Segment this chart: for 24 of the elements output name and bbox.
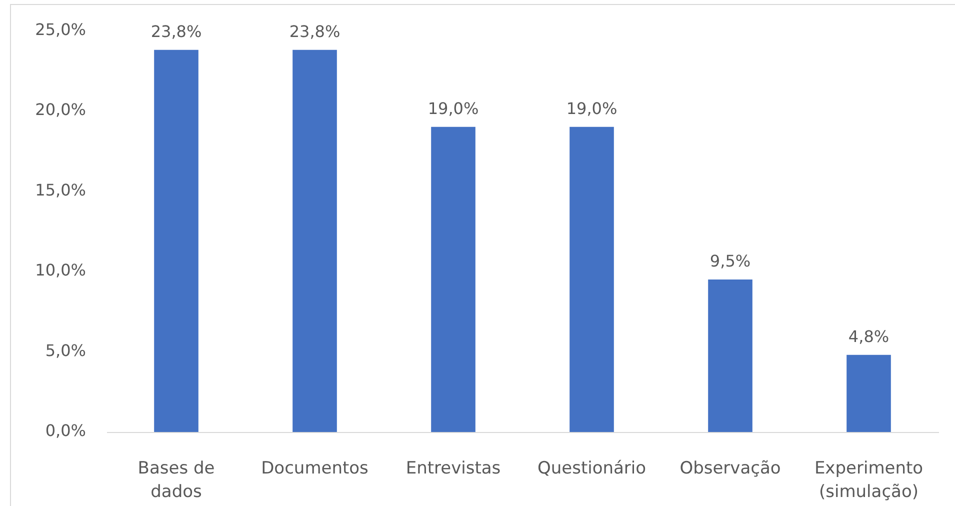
data-label: 23,8% xyxy=(289,22,340,42)
data-label: 19,0% xyxy=(428,99,479,118)
x-tick-label: Observação xyxy=(680,458,781,478)
y-tick-label: 5,0% xyxy=(45,340,86,360)
y-tick-label: 20,0% xyxy=(35,100,86,120)
bar xyxy=(570,126,614,432)
bar xyxy=(154,50,198,432)
bar xyxy=(846,354,891,432)
data-label: 4,8% xyxy=(848,327,890,346)
y-tick-label: 0,0% xyxy=(45,421,86,440)
x-tick-label: Questionário xyxy=(537,458,646,478)
x-tick-label: Entrevistas xyxy=(406,458,501,478)
bar xyxy=(708,279,752,432)
data-label: 9,5% xyxy=(710,252,751,271)
data-label: 23,8% xyxy=(150,22,202,42)
bar xyxy=(431,126,476,432)
y-tick-label: 15,0% xyxy=(35,180,86,200)
bar xyxy=(292,50,337,432)
x-tick-label: Experimento (simulação) xyxy=(814,458,924,502)
x-tick-label: Bases de dados xyxy=(138,458,215,502)
y-tick-label: 25,0% xyxy=(35,20,86,39)
y-tick-label: 10,0% xyxy=(35,260,86,280)
data-label: 19,0% xyxy=(566,99,618,118)
x-tick-label: Documentos xyxy=(261,458,369,478)
